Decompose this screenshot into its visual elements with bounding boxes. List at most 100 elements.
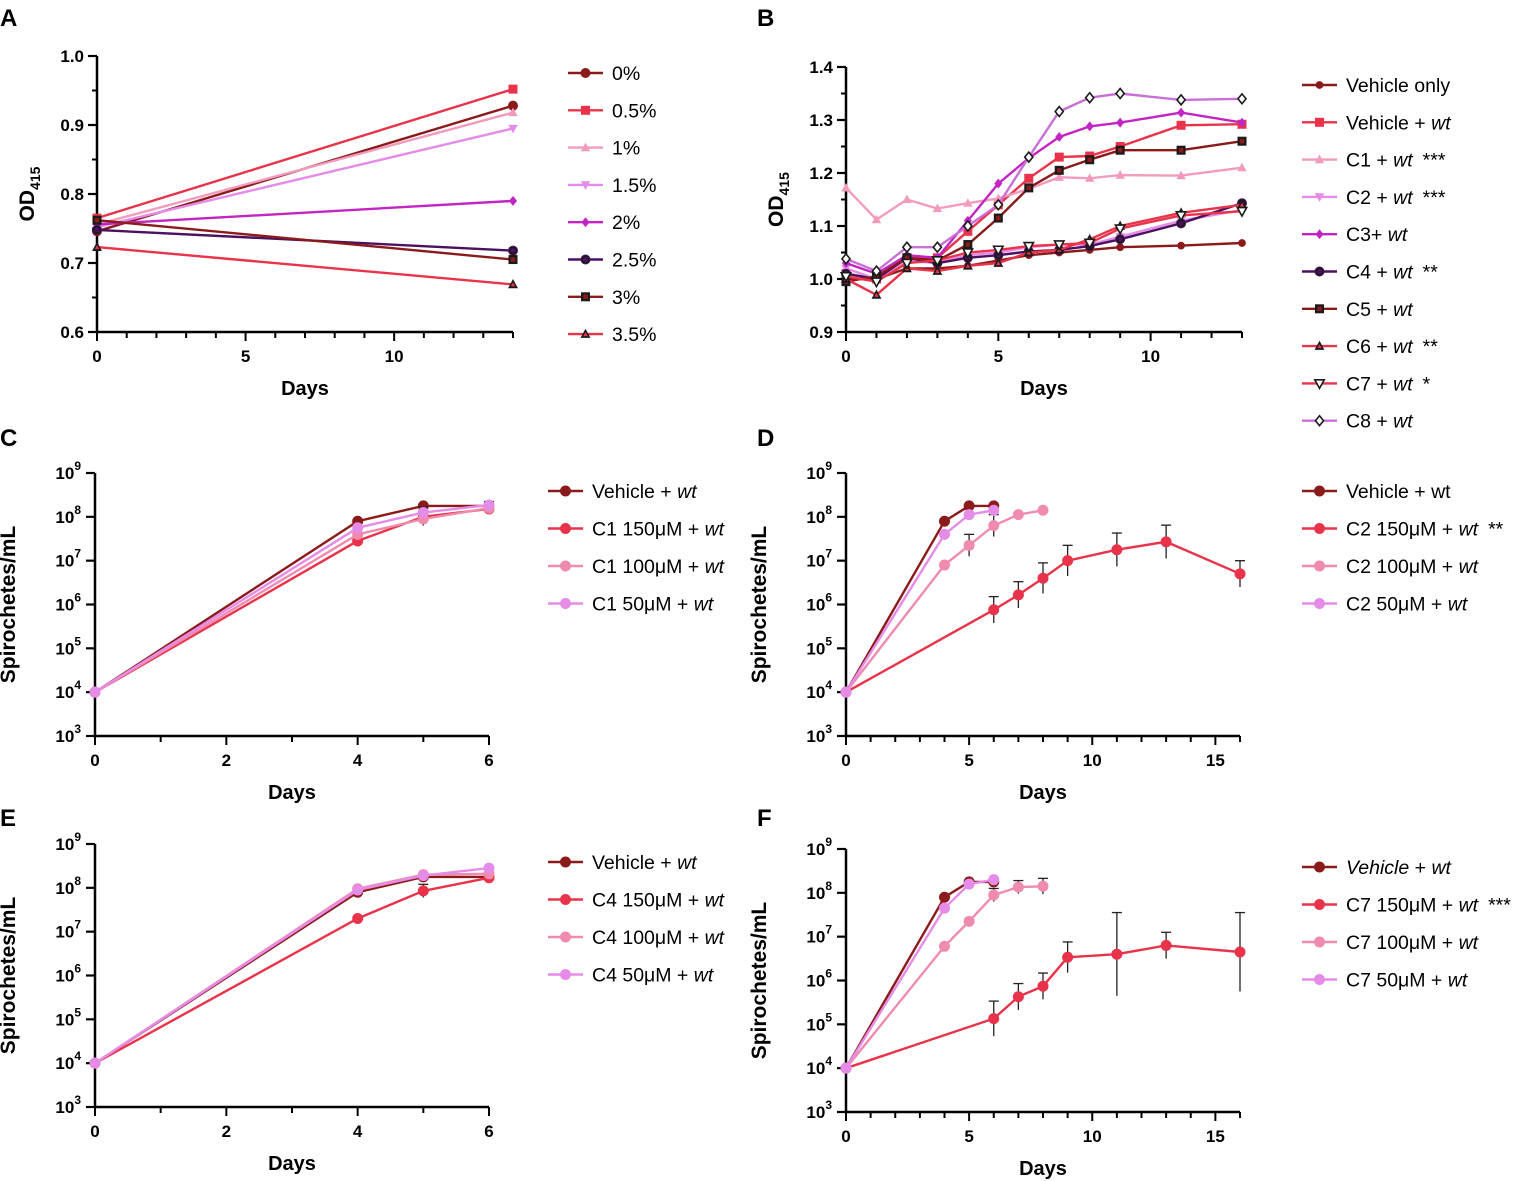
axes: 0.6 0.7 0.8 0.9 1.0 0 5 10 bbox=[60, 47, 514, 366]
data-point bbox=[1012, 509, 1024, 521]
series-line bbox=[844, 878, 995, 1069]
data-point bbox=[1054, 105, 1065, 118]
series-c-2 bbox=[89, 502, 495, 698]
legend-item: C5 + wt bbox=[1302, 299, 1414, 321]
y-tick-label: 105 bbox=[806, 634, 832, 658]
series-b-8 bbox=[839, 206, 1249, 289]
data-point bbox=[1236, 92, 1248, 106]
y-tick-label: 0.9 bbox=[60, 116, 84, 135]
legend-label: C7 50μM + wt bbox=[1346, 970, 1469, 992]
y-tick-label: 108 bbox=[806, 503, 832, 527]
legend-item: C7 100μM + wt bbox=[1302, 932, 1480, 954]
data-point bbox=[1177, 107, 1186, 118]
data-point bbox=[1111, 948, 1123, 960]
legend-marker bbox=[1317, 344, 1322, 349]
x-tick-label: 10 bbox=[1083, 751, 1102, 770]
data-point bbox=[1083, 238, 1096, 250]
legend-marker bbox=[580, 181, 591, 190]
data-point bbox=[871, 264, 882, 278]
data-point bbox=[1056, 168, 1062, 173]
data-point bbox=[1037, 980, 1049, 992]
y-tick-label: 1.0 bbox=[60, 47, 84, 66]
legend: Vehicle + wt C4 150μM + wt C4 100μM + wt C4… bbox=[548, 852, 726, 987]
legend-label: 3.5% bbox=[612, 324, 656, 346]
axes: 103 104 105 106 107 108 109 0 2 4 6 bbox=[55, 830, 493, 1141]
data-point bbox=[94, 245, 100, 250]
series-a-7 bbox=[92, 241, 518, 289]
series-c-1 bbox=[89, 503, 495, 698]
data-point bbox=[1176, 170, 1186, 180]
panel-c: C 103 104 105 106 107 108 109 0 2 4 6 Days Spirochete… bbox=[0, 425, 726, 804]
y-tick-label: 104 bbox=[806, 1054, 832, 1078]
data-point bbox=[352, 913, 364, 925]
legend-marker bbox=[1314, 485, 1325, 497]
data-point bbox=[417, 506, 429, 518]
data-point bbox=[932, 240, 943, 254]
data-point bbox=[963, 198, 973, 207]
data-point bbox=[94, 217, 100, 223]
data-point bbox=[963, 878, 975, 890]
y-tick-label: 1.2 bbox=[809, 164, 833, 183]
data-point bbox=[1116, 117, 1125, 128]
legend-marker bbox=[583, 257, 588, 262]
legend-marker bbox=[581, 105, 590, 115]
legend-label: C1 100μM + wt bbox=[592, 556, 726, 578]
legend-label: 0% bbox=[612, 63, 640, 85]
data-point bbox=[939, 559, 950, 571]
x-axis-title: Days bbox=[1019, 1158, 1067, 1180]
series-a-1 bbox=[92, 84, 518, 223]
legend-label: C7 150μM + wt *** bbox=[1346, 895, 1511, 917]
legend-item: C6 + wt ** bbox=[1302, 336, 1438, 358]
legend-item: 2.5% bbox=[568, 250, 656, 272]
data-point bbox=[1084, 173, 1095, 182]
x-tick-label: 10 bbox=[385, 347, 404, 366]
data-point bbox=[988, 504, 1000, 516]
data-point bbox=[1237, 117, 1247, 128]
y-axis-title: Spirochetes/mL bbox=[748, 526, 771, 684]
data-point bbox=[1114, 224, 1127, 236]
data-point bbox=[1178, 147, 1184, 153]
legend-marker bbox=[1314, 974, 1325, 985]
data-point bbox=[1023, 150, 1034, 164]
panel-f: F 103 104 105 106 107 108 109 0 5 10 15 Days Spiroche… bbox=[748, 805, 1511, 1180]
y-tick-label: 1.4 bbox=[809, 58, 833, 77]
series-line bbox=[94, 875, 489, 1065]
series-line bbox=[844, 504, 994, 693]
legend-label: 2% bbox=[612, 212, 640, 234]
y-tick-label: 103 bbox=[806, 722, 832, 746]
legend-marker bbox=[560, 598, 571, 609]
data-point bbox=[1012, 881, 1024, 893]
y-tick-label: 104 bbox=[55, 1049, 81, 1073]
data-point bbox=[1235, 206, 1249, 218]
data-point bbox=[1176, 120, 1186, 130]
plot-area bbox=[89, 862, 495, 1069]
series-line bbox=[845, 210, 1243, 283]
legend-item: C4 100μM + wt bbox=[548, 927, 726, 949]
series-e-0 bbox=[89, 871, 495, 1069]
panel-b: B 0.9 1.0 1.1 1.2 1.3 1.4 0 5 10 Days OD415 Vehicle … bbox=[757, 5, 1452, 433]
data-point bbox=[483, 499, 495, 511]
legend-marker bbox=[1314, 936, 1325, 948]
y-tick-label: 104 bbox=[55, 678, 81, 702]
y-tick-label: 109 bbox=[55, 830, 81, 854]
data-point bbox=[1087, 157, 1092, 162]
series-e-1 bbox=[89, 872, 495, 1069]
axes: 103 104 105 106 107 108 109 0 2 4 6 bbox=[55, 459, 493, 770]
y-tick-label: 0.6 bbox=[60, 323, 84, 342]
data-point bbox=[900, 258, 914, 270]
legend-label: 3% bbox=[612, 287, 640, 309]
series-f-3 bbox=[840, 874, 1000, 1074]
legend-marker bbox=[1315, 229, 1324, 240]
data-point bbox=[1062, 951, 1074, 963]
data-point bbox=[1054, 152, 1064, 162]
legend-item: Vehicle + wt bbox=[548, 852, 698, 874]
legend-item: Vehicle only bbox=[1302, 75, 1450, 97]
series-e-3 bbox=[89, 862, 495, 1069]
data-point bbox=[1116, 243, 1125, 252]
y-axis-title: Spirochetes/mL bbox=[0, 897, 20, 1055]
y-tick-label: 108 bbox=[55, 503, 81, 527]
data-point bbox=[988, 889, 1000, 901]
x-tick-label: 4 bbox=[353, 1122, 363, 1141]
series-line bbox=[845, 208, 1243, 281]
legend-marker bbox=[1313, 378, 1326, 391]
